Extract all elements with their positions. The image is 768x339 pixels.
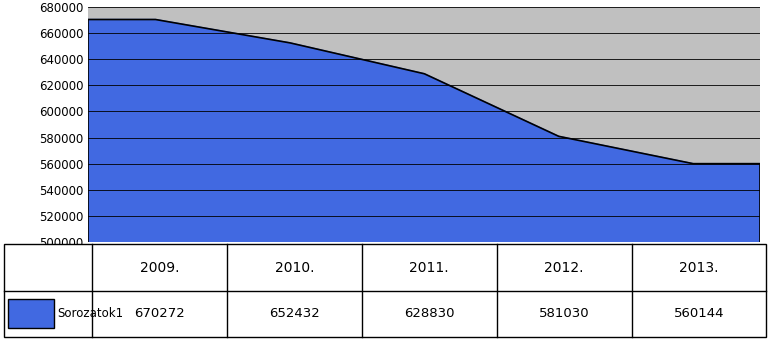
Bar — [8, 299, 54, 328]
Text: 2012.: 2012. — [545, 260, 584, 275]
Text: 2010.: 2010. — [275, 260, 314, 275]
Text: 670272: 670272 — [134, 307, 185, 320]
Text: Sorozatok1: Sorozatok1 — [58, 307, 124, 320]
Text: 628830: 628830 — [404, 307, 455, 320]
Text: 2011.: 2011. — [409, 260, 449, 275]
Text: 2009.: 2009. — [140, 260, 180, 275]
Text: 652432: 652432 — [269, 307, 319, 320]
Text: 560144: 560144 — [674, 307, 724, 320]
Polygon shape — [88, 20, 760, 242]
Text: 581030: 581030 — [539, 307, 590, 320]
Text: 2013.: 2013. — [679, 260, 719, 275]
